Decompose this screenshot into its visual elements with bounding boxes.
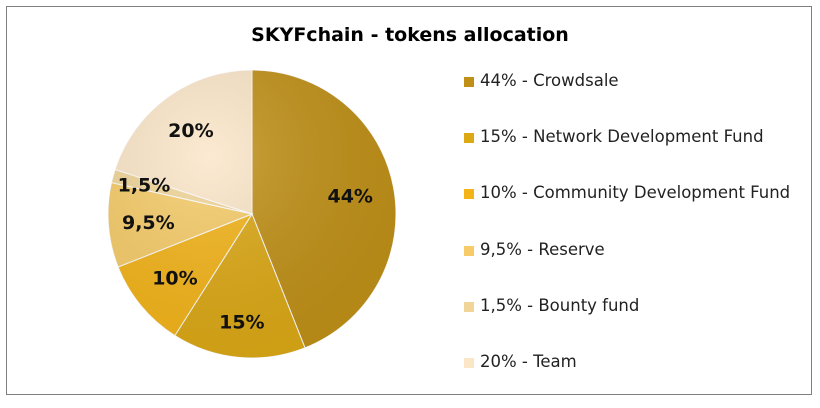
legend-label: 1,5% - Bounty fund [480,295,640,315]
legend-label: 44% - Crowdsale [480,71,619,90]
legend: 44% - Crowdsale 15% - Network Development… [464,71,790,408]
legend-item: 15% - Network Development Fund [464,127,790,183]
slice-label: 9,5% [122,212,175,234]
chart-title: SKYFchain - tokens allocation [251,24,569,46]
legend-swatch [464,357,474,368]
legend-swatch [464,301,474,312]
legend-item: 9,5% - Reserve [464,240,790,296]
legend-swatch [464,77,474,87]
legend-label: 20% - Team [480,351,577,371]
legend-swatch [464,245,474,256]
legend-label: 9,5% - Reserve [480,239,605,259]
legend-swatch [464,189,474,200]
slice-label: 10% [152,268,197,290]
slice-label: 44% [327,185,372,207]
legend-item: 10% - Community Development Fund [464,183,790,239]
legend-item: 44% - Crowdsale [464,71,790,127]
slice-label: 1,5% [118,174,171,196]
slice-label: 20% [168,120,213,142]
legend-label: 15% - Network Development Fund [480,127,764,147]
legend-item: 1,5% - Bounty fund [464,296,790,352]
legend-item: 20% - Team [464,352,790,408]
legend-label: 10% - Community Development Fund [480,183,791,203]
slice-label: 15% [219,312,264,334]
legend-swatch [464,133,474,144]
pie-chart: 44% 15% 10% 9,5% 1,5% 20% [107,69,397,359]
